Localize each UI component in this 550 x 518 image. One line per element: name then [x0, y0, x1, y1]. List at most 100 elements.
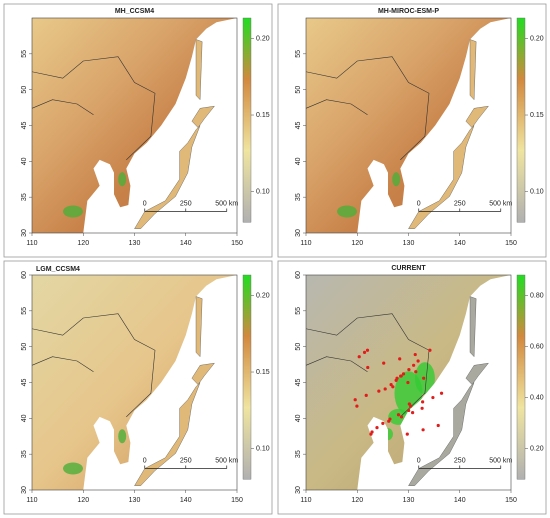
colorbar	[516, 17, 526, 223]
occurrence-point	[421, 400, 425, 404]
forest-patch	[63, 462, 83, 475]
colorbar-label: 0.20	[256, 35, 270, 42]
y-tick-label: 45	[21, 379, 28, 387]
occurrence-point	[375, 426, 379, 430]
occurrence-point	[405, 432, 409, 436]
island	[465, 362, 489, 385]
y-tick-label: 45	[295, 379, 302, 387]
scale-label: 0	[143, 200, 147, 207]
occurrence-point	[420, 406, 424, 410]
colorbar-label: 0.10	[530, 188, 544, 195]
occurrence-point	[388, 417, 392, 421]
y-tick-label: 45	[295, 122, 302, 130]
y-tick-label: 50	[295, 86, 302, 94]
occurrence-point	[439, 391, 444, 395]
x-tick-label: 150	[505, 240, 517, 247]
y-tick-label: 30	[295, 229, 302, 237]
occurrence-point	[362, 350, 367, 354]
x-tick-label: 140	[454, 240, 466, 247]
y-tick-label: 55	[295, 307, 302, 315]
map-panel: CURRENT 110 120 130 140 150 30 35 40 45 50 55 60 0.20…	[277, 260, 547, 515]
island	[195, 39, 203, 101]
border	[31, 313, 156, 418]
scale-label: 0	[143, 457, 147, 464]
occurrence-point	[394, 378, 398, 382]
occurrence-point	[396, 413, 401, 417]
colorbar-label: 0.80	[530, 292, 544, 299]
colorbar	[516, 274, 526, 480]
x-tick-label: 120	[77, 240, 89, 247]
forest-patch	[63, 205, 83, 218]
x-tick-label: 130	[403, 240, 415, 247]
forest-patch	[118, 429, 127, 444]
x-tick-label: 120	[351, 497, 363, 504]
occurrence-point	[406, 380, 410, 385]
y-tick-label: 50	[21, 343, 28, 351]
x-tick-label: 150	[231, 240, 243, 247]
colorbar-label: 0.15	[530, 112, 544, 119]
island	[469, 39, 477, 101]
y-tick-label: 40	[21, 157, 28, 165]
colorbar-label: 0.40	[530, 394, 544, 401]
forest-patch	[392, 172, 401, 187]
occurrence-point	[431, 395, 435, 400]
border	[31, 56, 156, 161]
y-tick-label: 30	[21, 486, 28, 494]
occurrence-point	[391, 385, 395, 389]
scale-label: 500 km	[489, 457, 512, 464]
occurrence-point	[355, 404, 359, 408]
scale-label: 250	[180, 200, 192, 207]
x-tick-label: 140	[454, 497, 466, 504]
colorbar-label: 0.10	[256, 445, 270, 452]
occurrence-point	[436, 423, 440, 428]
x-tick-label: 120	[77, 497, 89, 504]
island	[195, 296, 203, 358]
y-tick-label: 60	[21, 271, 28, 279]
border	[305, 313, 430, 418]
occurrence-point	[377, 389, 381, 393]
colorbar	[242, 17, 252, 223]
colorbar-label: 0.20	[530, 445, 544, 452]
colorbar-label: 0.15	[256, 369, 270, 376]
panel-title: LGM_CCSM4	[36, 266, 80, 273]
occurrence-point	[407, 368, 411, 372]
y-tick-label: 60	[295, 271, 302, 279]
scale-label: 500 km	[215, 457, 238, 464]
occurrence-point	[410, 411, 415, 415]
x-tick-label: 110	[300, 497, 311, 504]
occurrence-point	[364, 393, 368, 397]
scale-label: 250	[180, 457, 192, 464]
y-tick-label: 45	[21, 122, 28, 130]
colorbar-label: 0.20	[256, 292, 270, 299]
occurrence-point	[383, 387, 387, 391]
y-tick-label: 55	[21, 307, 28, 315]
y-tick-label: 35	[21, 450, 28, 458]
border	[305, 356, 368, 373]
occurrence-point	[414, 370, 418, 374]
y-tick-label: 50	[21, 86, 28, 94]
y-tick-label: 40	[295, 414, 302, 422]
island	[465, 105, 489, 128]
y-tick-label: 50	[295, 343, 302, 351]
colorbar-label: 0.20	[530, 35, 544, 42]
y-tick-label: 40	[21, 414, 28, 422]
border	[31, 356, 94, 373]
y-tick-label: 40	[295, 157, 302, 165]
occurrence-point	[407, 402, 411, 406]
panel-title: CURRENT	[391, 265, 426, 272]
x-tick-label: 140	[180, 240, 192, 247]
panel-title: MH_CCSM4	[115, 8, 154, 15]
occurrence-point	[407, 408, 411, 413]
scale-label: 500 km	[215, 200, 238, 207]
island	[191, 362, 215, 385]
colorbar-label: 0.15	[256, 112, 270, 119]
occurrence-point	[398, 357, 402, 361]
occurrence-point	[353, 398, 357, 402]
border	[31, 99, 94, 116]
colorbar-label: 0.10	[256, 188, 270, 195]
scale-label: 500 km	[489, 200, 512, 207]
forest-patch	[118, 172, 127, 187]
scale-label: 250	[454, 200, 466, 207]
occurrence-point	[382, 361, 386, 365]
border	[305, 99, 368, 116]
